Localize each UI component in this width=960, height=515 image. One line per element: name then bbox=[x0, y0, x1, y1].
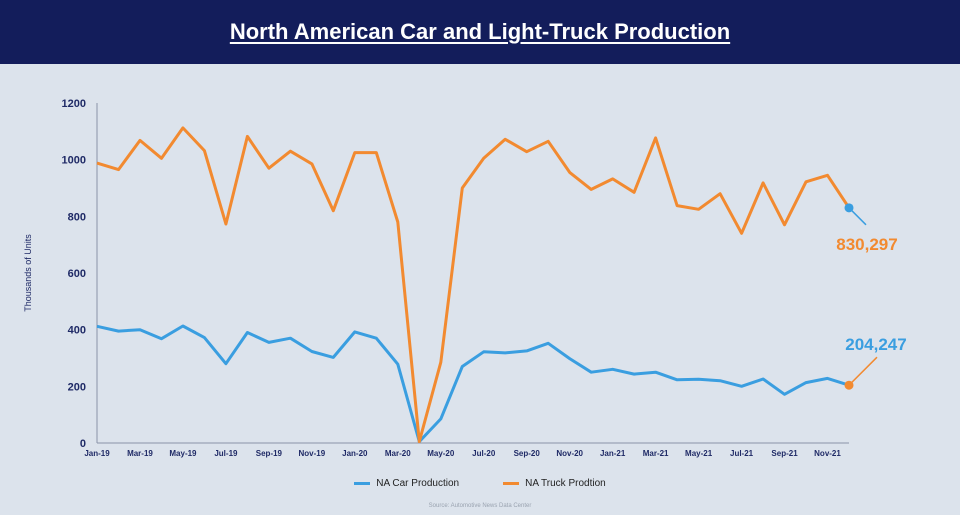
y-tick-label: 200 bbox=[68, 381, 86, 393]
title-bar: North American Car and Light-Truck Produ… bbox=[0, 0, 960, 64]
x-tick-label: Jan-20 bbox=[342, 449, 368, 458]
y-tick-label: 1200 bbox=[62, 98, 86, 110]
x-tick-label: Jan-21 bbox=[600, 449, 626, 458]
x-tick-label: May-21 bbox=[685, 449, 713, 458]
legend: NA Car Production NA Truck Prodtion bbox=[0, 478, 960, 489]
series-line-car bbox=[96, 324, 850, 444]
y-tick-label: 1000 bbox=[62, 155, 86, 167]
source-note: Source: Automotive News Data Center bbox=[428, 503, 532, 509]
legend-label-car: NA Car Production bbox=[376, 478, 460, 489]
x-tick-label: May-20 bbox=[427, 449, 455, 458]
legend-swatch-car bbox=[354, 482, 371, 485]
x-tick-label: May-19 bbox=[169, 449, 197, 458]
x-tick-label: Sep-21 bbox=[771, 449, 798, 458]
car-annotation-label: 204,247 bbox=[845, 335, 906, 354]
y-tick-label: 600 bbox=[68, 268, 86, 280]
car-end-marker bbox=[844, 380, 854, 390]
car-leader-line bbox=[848, 356, 878, 386]
legend-item-car: NA Car Production bbox=[354, 478, 459, 489]
x-tick-label: Nov-19 bbox=[299, 449, 326, 458]
x-tick-label: Jan-19 bbox=[84, 449, 110, 458]
x-tick-label: Jul-19 bbox=[214, 449, 238, 458]
y-tick-label: 400 bbox=[68, 325, 86, 337]
x-tick-label: Mar-21 bbox=[643, 449, 669, 458]
x-tick-label: Nov-20 bbox=[556, 449, 583, 458]
legend-label-truck: NA Truck Prodtion bbox=[525, 478, 606, 489]
legend-item-truck: NA Truck Prodtion bbox=[503, 478, 606, 489]
legend-swatch-truck bbox=[503, 482, 520, 485]
y-axis-label: Thousands of Units bbox=[23, 234, 33, 312]
y-tick-label: 0 bbox=[80, 438, 86, 450]
x-tick-label: Jul-20 bbox=[472, 449, 496, 458]
x-tick-label: Sep-20 bbox=[514, 449, 541, 458]
x-tick-label: Jul-21 bbox=[730, 449, 754, 458]
x-tick-label: Mar-19 bbox=[127, 449, 153, 458]
x-tick-label: Nov-21 bbox=[814, 449, 841, 458]
truck-end-marker bbox=[844, 203, 854, 213]
x-tick-label: Mar-20 bbox=[385, 449, 411, 458]
chart-title: North American Car and Light-Truck Produ… bbox=[229, 19, 731, 44]
y-tick-label: 800 bbox=[68, 211, 86, 223]
x-tick-label: Sep-19 bbox=[256, 449, 283, 458]
line-chart: 0 200 400 600 800 1000 1200 Thousands of Units J… bbox=[23, 98, 907, 458]
series-line-truck bbox=[96, 126, 851, 444]
truck-annotation-label: 830,297 bbox=[836, 235, 897, 254]
